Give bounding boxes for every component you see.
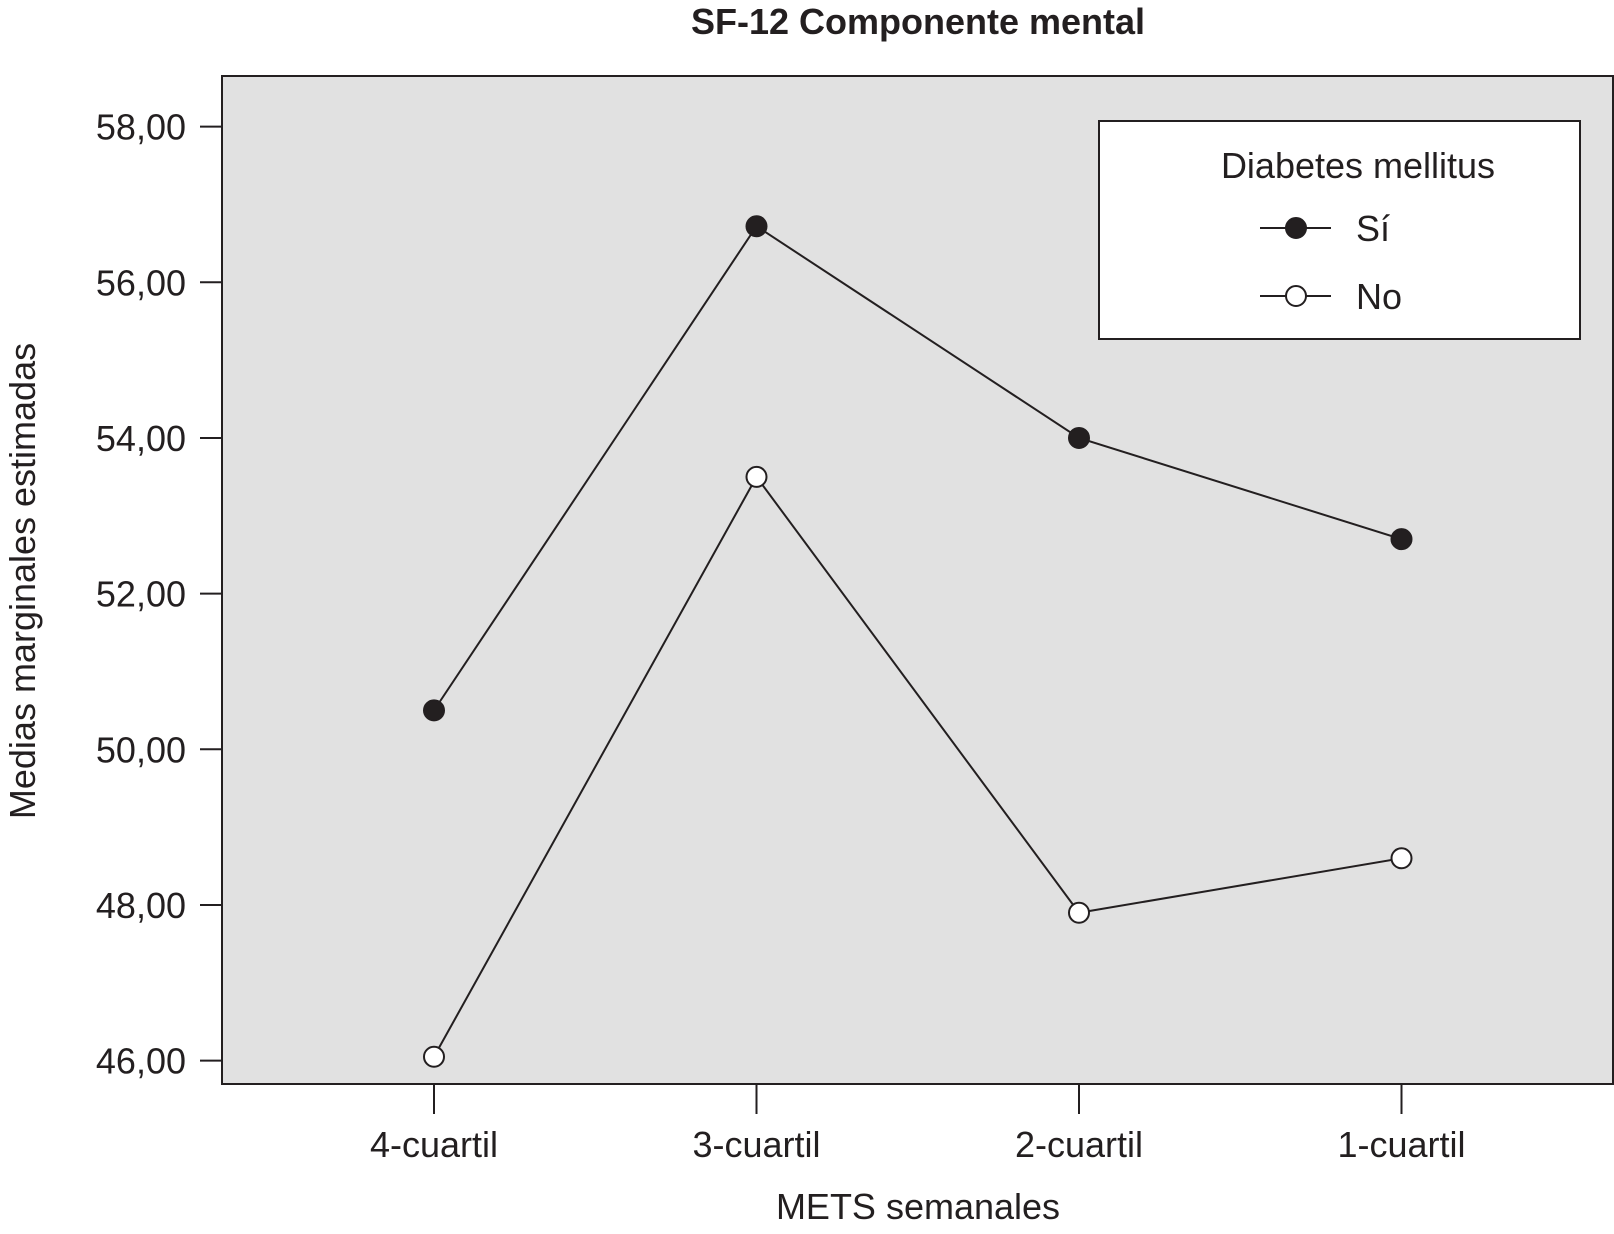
data-point-si: [745, 215, 768, 238]
y-tick-label: 48,00: [96, 885, 186, 926]
legend: Diabetes mellitus Sí No: [1098, 120, 1581, 340]
y-axis: 58,00 56,00 54,00 52,00 50,00 48,00 46,00: [96, 107, 222, 1082]
legend-marker-no: [1285, 285, 1307, 307]
data-point-no: [1390, 847, 1413, 870]
y-axis-label: Medias marginales estimadas: [2, 343, 43, 819]
series-line-si: [433, 224, 1402, 711]
legend-box: [1098, 120, 1581, 340]
legend-label-si: Sí: [1356, 208, 1390, 249]
data-point-si: [423, 699, 445, 722]
y-tick-label: 50,00: [96, 729, 186, 770]
x-axis: 4-cuartil 3-cuartil 2-cuartil 1-cuartil: [370, 1084, 1466, 1165]
y-tick-label: 52,00: [96, 574, 186, 615]
data-point-no: [423, 1045, 445, 1068]
x-tick-label: 1-cuartil: [1337, 1124, 1465, 1165]
x-tick-label: 4-cuartil: [370, 1124, 498, 1165]
x-tick-label: 3-cuartil: [692, 1124, 820, 1165]
data-point-si: [1390, 528, 1413, 551]
y-tick-label: 54,00: [96, 418, 186, 459]
data-point-no: [745, 465, 768, 488]
data-point-si: [1068, 426, 1090, 449]
series-line-no: [433, 475, 1402, 1058]
legend-title: Diabetes mellitus: [1221, 145, 1495, 186]
series-layer: [423, 215, 1413, 1068]
chart-title: SF-12 Componente mental: [691, 1, 1145, 42]
y-tick-label: 58,00: [96, 107, 186, 148]
legend-items: Sí No: [1260, 208, 1402, 317]
y-tick-label: 46,00: [96, 1041, 186, 1082]
y-tick-label: 56,00: [96, 262, 186, 303]
legend-marker-si: [1285, 217, 1307, 239]
data-point-no: [1068, 901, 1090, 924]
x-axis-label: METS semanales: [776, 1186, 1060, 1227]
legend-label-no: No: [1356, 276, 1402, 317]
x-tick-label: 2-cuartil: [1015, 1124, 1143, 1165]
